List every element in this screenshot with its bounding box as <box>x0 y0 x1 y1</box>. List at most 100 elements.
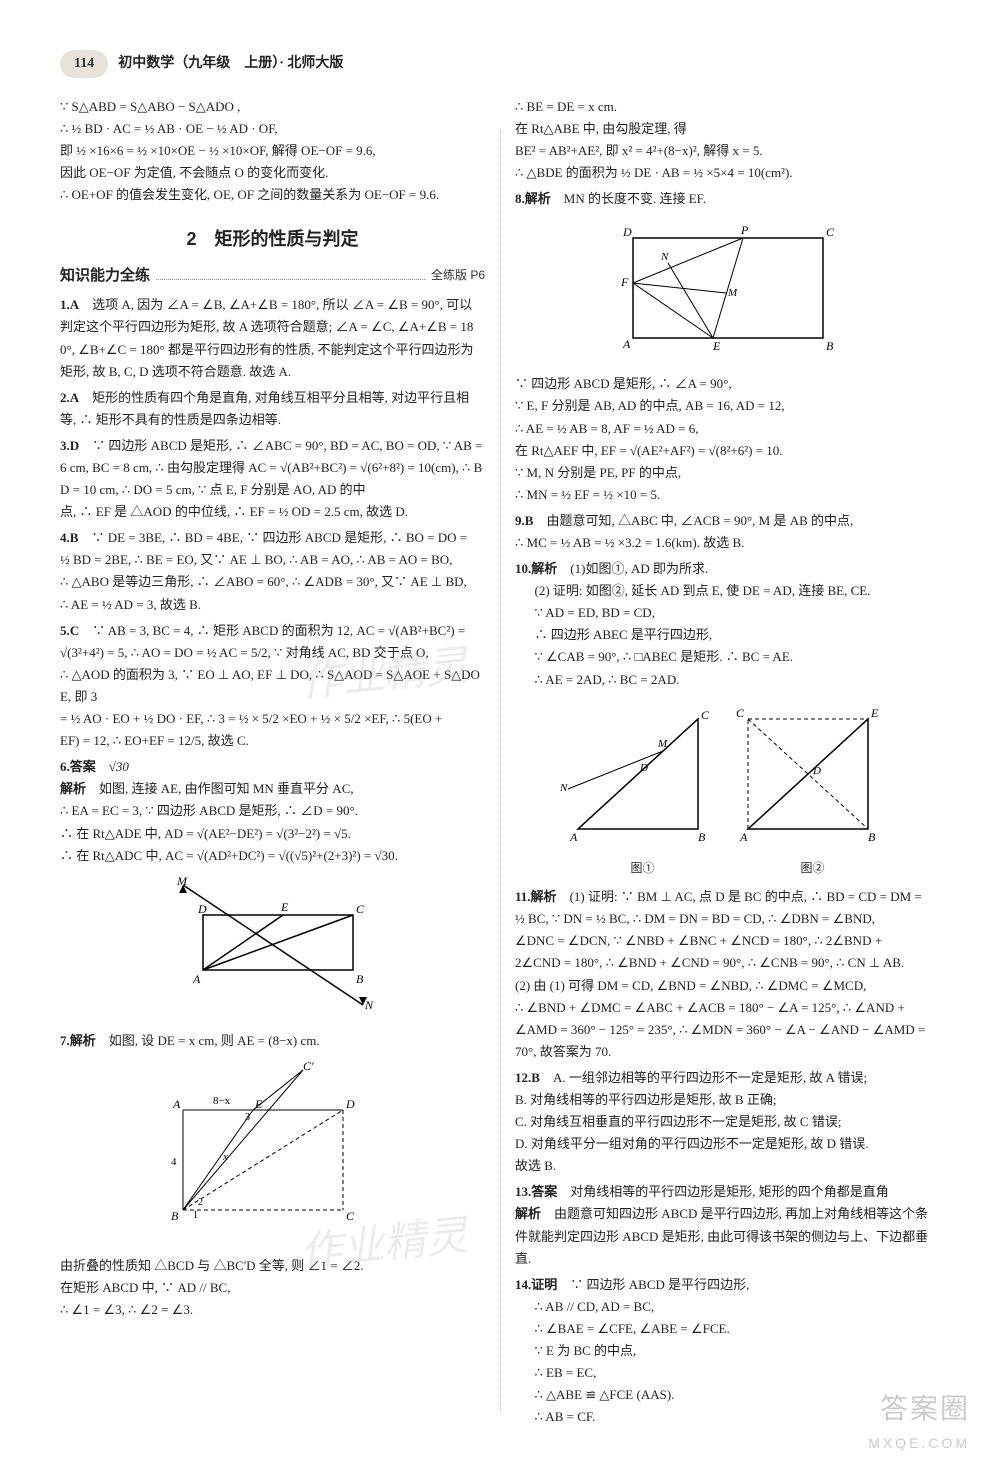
svg-text:E: E <box>280 900 289 914</box>
q-body: (1)如图①, AD 即为所求. <box>570 561 708 576</box>
subsection-header: 知识能力全练 全练版 P6 <box>60 263 485 289</box>
svg-text:1: 1 <box>193 1210 198 1221</box>
q-body: ½ BC, ∵ DN = ½ BC, ∴ DM = DN = BD = CD, … <box>515 908 940 930</box>
q-body: 在 Rt△AEF 中, EF = √(AE²+AF²) = √(8²+6²) =… <box>515 440 940 462</box>
q-body: ∴ ∠BND + ∠DMC = ∠ABC + ∠ACB = 180° − ∠A … <box>515 997 940 1019</box>
text: 在 Rt△ABE 中, 由勾股定理, 得 <box>515 118 940 140</box>
page-header: 114 初中数学（九年级 上册）· 北师大版 <box>60 50 940 78</box>
question-5: 5.C ∵ AB = 3, BC = 4, ∴ 矩形 ABCD 的面积为 12,… <box>60 620 485 753</box>
q-body: 如图, 连接 AE, 由作图可知 MN 垂直平分 AC, <box>99 781 354 796</box>
text: BE² = AB²+AE², 即 x² = 4²+(8−x)², 解得 x = … <box>515 140 940 162</box>
question-11: 11.解析 (1) 证明: ∵ BM ⊥ AC, 点 D 是 BC 的中点, ∴… <box>515 886 940 1063</box>
fig-caption: 图② <box>800 858 824 878</box>
svg-text:x: x <box>222 1151 228 1163</box>
q-label: 3.D <box>60 438 79 453</box>
svg-text:A: A <box>739 830 748 844</box>
question-12: 12.B A. 一组邻边相等的平行四边形不一定是矩形, 故 A 错误; B. 对… <box>515 1067 940 1177</box>
section-name: 矩形的性质与判定 <box>215 229 359 249</box>
q-body: ∴ 在 Rt△ADE 中, AD = √(AE²−DE²) = √(3²−2²)… <box>60 823 485 845</box>
q-body: = ½ AO · EO + ½ DO · EF, ∴ 3 = ½ × 5/2 ×… <box>60 708 485 730</box>
q-body: (2) 由 (1) 可得 DM = CD, ∠BND = ∠NBD, ∴ ∠DM… <box>515 975 940 997</box>
svg-text:2: 2 <box>198 1197 203 1208</box>
q-label: 11.解析 <box>515 889 557 904</box>
q-label: 10.解析 <box>515 561 557 576</box>
q-body: ∴ AE = ½ AD = 3, 故选 B. <box>60 594 485 616</box>
q-body: ∴ △ABO 是等边三角形, ∴ ∠ABO = 60°, ∴ ∠ADB = 30… <box>60 571 485 593</box>
page-title: 初中数学（九年级 上册）· 北师大版 <box>118 52 343 76</box>
question-10: 10.解析 (1)如图①, AD 即为所求. (2) 证明: 如图②, 延长 A… <box>515 558 940 691</box>
svg-text:D: D <box>812 765 821 777</box>
svg-text:M: M <box>176 875 188 888</box>
q-body: ∴ AE = 2AD, ∴ BC = 2AD. <box>515 669 940 691</box>
q-label: 4.B <box>60 530 78 545</box>
text: ∴ BE = DE = x cm. <box>515 96 940 118</box>
subsection-ref: 全练版 P6 <box>431 265 485 285</box>
q-body: 由题意可知, △ABC 中, ∠ACB = 90°, M 是 AB 的中点, <box>546 513 853 528</box>
right-column: ∴ BE = DE = x cm. 在 Rt△ABE 中, 由勾股定理, 得 B… <box>515 96 940 1429</box>
question-2: 2.A 矩形的性质有四个角是直角, 对角线互相平分且相等, 对边平行且相等, ∴… <box>60 387 485 431</box>
q-label: 6.答案 <box>60 759 96 774</box>
q-body: ∵ 四边形 ABCD 是矩形, ∴ ∠A = 90°, <box>515 373 940 395</box>
svg-text:M: M <box>727 287 738 299</box>
svg-text:D: D <box>345 1097 355 1111</box>
q-answer: √30 <box>109 759 129 774</box>
question-1: 1.A 选项 A, 因为 ∠A = ∠B, ∠A+∠B = 180°, 所以 ∠… <box>60 294 485 382</box>
dots <box>156 272 425 280</box>
figure-q10: A B C D M N A B C <box>515 699 940 878</box>
q-body: 矩形的性质有四个角是直角, 对角线互相平分且相等, 对边平行且相等, ∴ 矩形不… <box>60 390 469 427</box>
q-body: 选项 A, 因为 ∠A = ∠B, ∠A+∠B = 180°, 所以 ∠A = … <box>60 297 473 378</box>
q-body: D. 对角线平分一组对角的平行四边形不一定是矩形, 故 D 错误. <box>515 1133 940 1155</box>
q-label: 2.A <box>60 390 79 405</box>
q-body: ∴ EA = EC = 3, ∵ 四边形 ABCD 是矩形, ∴ ∠D = 90… <box>60 800 485 822</box>
svg-text:C: C <box>826 225 835 239</box>
section-title: 2 矩形的性质与判定 <box>60 224 485 255</box>
svg-text:M: M <box>657 738 668 750</box>
question-8: 8.解析 MN 的长度不变. 连接 EF. <box>515 188 940 210</box>
q-body: ∵ DE = 3BE, ∴ BD = 4BE, ∵ 四边形 ABCD 是矩形, … <box>91 530 467 545</box>
q-body: A. 一组邻边相等的平行四边形不一定是矩形, 故 A 错误; <box>553 1070 867 1085</box>
text: ∴ OE+OF 的值会发生变化, OE, OF 之间的数量关系为 OE−OF =… <box>60 184 485 206</box>
q-body: (1) 证明: ∵ BM ⊥ AC, 点 D 是 BC 的中点, ∴ BD = … <box>570 889 922 904</box>
q-body: ∵ 四边形 ABCD 是矩形, ∴ ∠ABC = 90°, BD = AC, B… <box>60 438 482 497</box>
q-body: ∴ MC = ½ AB = ½ ×3.2 = 1.6(km). 故选 B. <box>515 532 940 554</box>
column-divider <box>500 130 501 1411</box>
q-label: 5.C <box>60 623 79 638</box>
svg-text:A: A <box>622 337 631 351</box>
q-body: ∵ E 为 BC 的中点, <box>515 1340 940 1362</box>
question-7: 7.解析 如图, 设 DE = x cm, 则 AE = (8−x) cm. <box>60 1030 485 1052</box>
q-body: ∴ MN = ½ EF = ½ ×10 = 5. <box>515 484 940 506</box>
q-body: 由题意可知四边形 ABCD 是平行四边形, 再加上对角线相等这个条件就能判定四边… <box>515 1206 928 1265</box>
q-label: 9.B <box>515 513 533 528</box>
section-number: 2 <box>186 229 196 249</box>
q-body: ∠DNC = ∠DCN, ∵ ∠NBD + ∠BNC + ∠NCD = 180°… <box>515 930 940 952</box>
q-body: 在矩形 ABCD 中, ∵ AD // BC, <box>60 1277 485 1299</box>
figure-q7: A D B C C' E 8−x x 4 2 1 3 <box>60 1060 485 1247</box>
q-exp-label: 解析 <box>515 1206 541 1221</box>
q-body: ∴ AE = ½ AB = 8, AF = ½ AD = 6, <box>515 418 940 440</box>
svg-text:C: C <box>701 708 710 722</box>
q-body: B. 对角线相等的平行四边形是矩形, 故 B 正确; <box>515 1089 940 1111</box>
question-4: 4.B ∵ DE = 3BE, ∴ BD = 4BE, ∵ 四边形 ABCD 是… <box>60 527 485 615</box>
subsection-title: 知识能力全练 <box>60 263 150 289</box>
q-label: 8.解析 <box>515 191 551 206</box>
q-body: ∴ 在 Rt△ADC 中, AC = √(AD²+DC²) = √((√5)²+… <box>60 845 485 867</box>
q-body: 2∠CND = 180°, ∴ ∠BND + ∠CND = 90°, ∴ ∠CN… <box>515 952 940 974</box>
q-body: 故选 B. <box>515 1155 940 1177</box>
q-body: ∵ E, F 分别是 AB, AD 的中点, AB = 16, AD = 12, <box>515 395 940 417</box>
svg-text:3: 3 <box>245 1112 250 1123</box>
svg-text:N: N <box>364 998 374 1012</box>
q-body: (2) 证明: 如图②, 延长 AD 到点 E, 使 DE = AD, 连接 B… <box>515 580 940 602</box>
svg-text:A: A <box>192 972 201 986</box>
svg-text:P: P <box>740 223 749 237</box>
q-body: C. 对角线互相垂直的平行四边形不一定是矩形, 故 C 错误; <box>515 1111 940 1133</box>
q-body: ∴ 四边形 ABEC 是平行四边形, <box>515 624 940 646</box>
fig-caption: 图① <box>630 858 654 878</box>
svg-text:N: N <box>559 782 568 794</box>
q-body: ∵ M, N 分别是 PE, PF 的中点, <box>515 462 940 484</box>
q-body: ∵ AD = ED, BD = CD, <box>515 602 940 624</box>
text: ∵ S△ABD = S△ABO − S△ADO , <box>60 96 485 118</box>
text: 即 ½ ×16×6 = ½ ×10×OE − ½ ×10×OF, 解得 OE−O… <box>60 140 485 162</box>
q-body: ∵ AB = 3, BC = 4, ∴ 矩形 ABCD 的面积为 12, AC … <box>92 623 465 638</box>
svg-text:C': C' <box>303 1060 314 1073</box>
q-body: ∴ ∠1 = ∠3, ∴ ∠2 = ∠3. <box>60 1299 485 1321</box>
